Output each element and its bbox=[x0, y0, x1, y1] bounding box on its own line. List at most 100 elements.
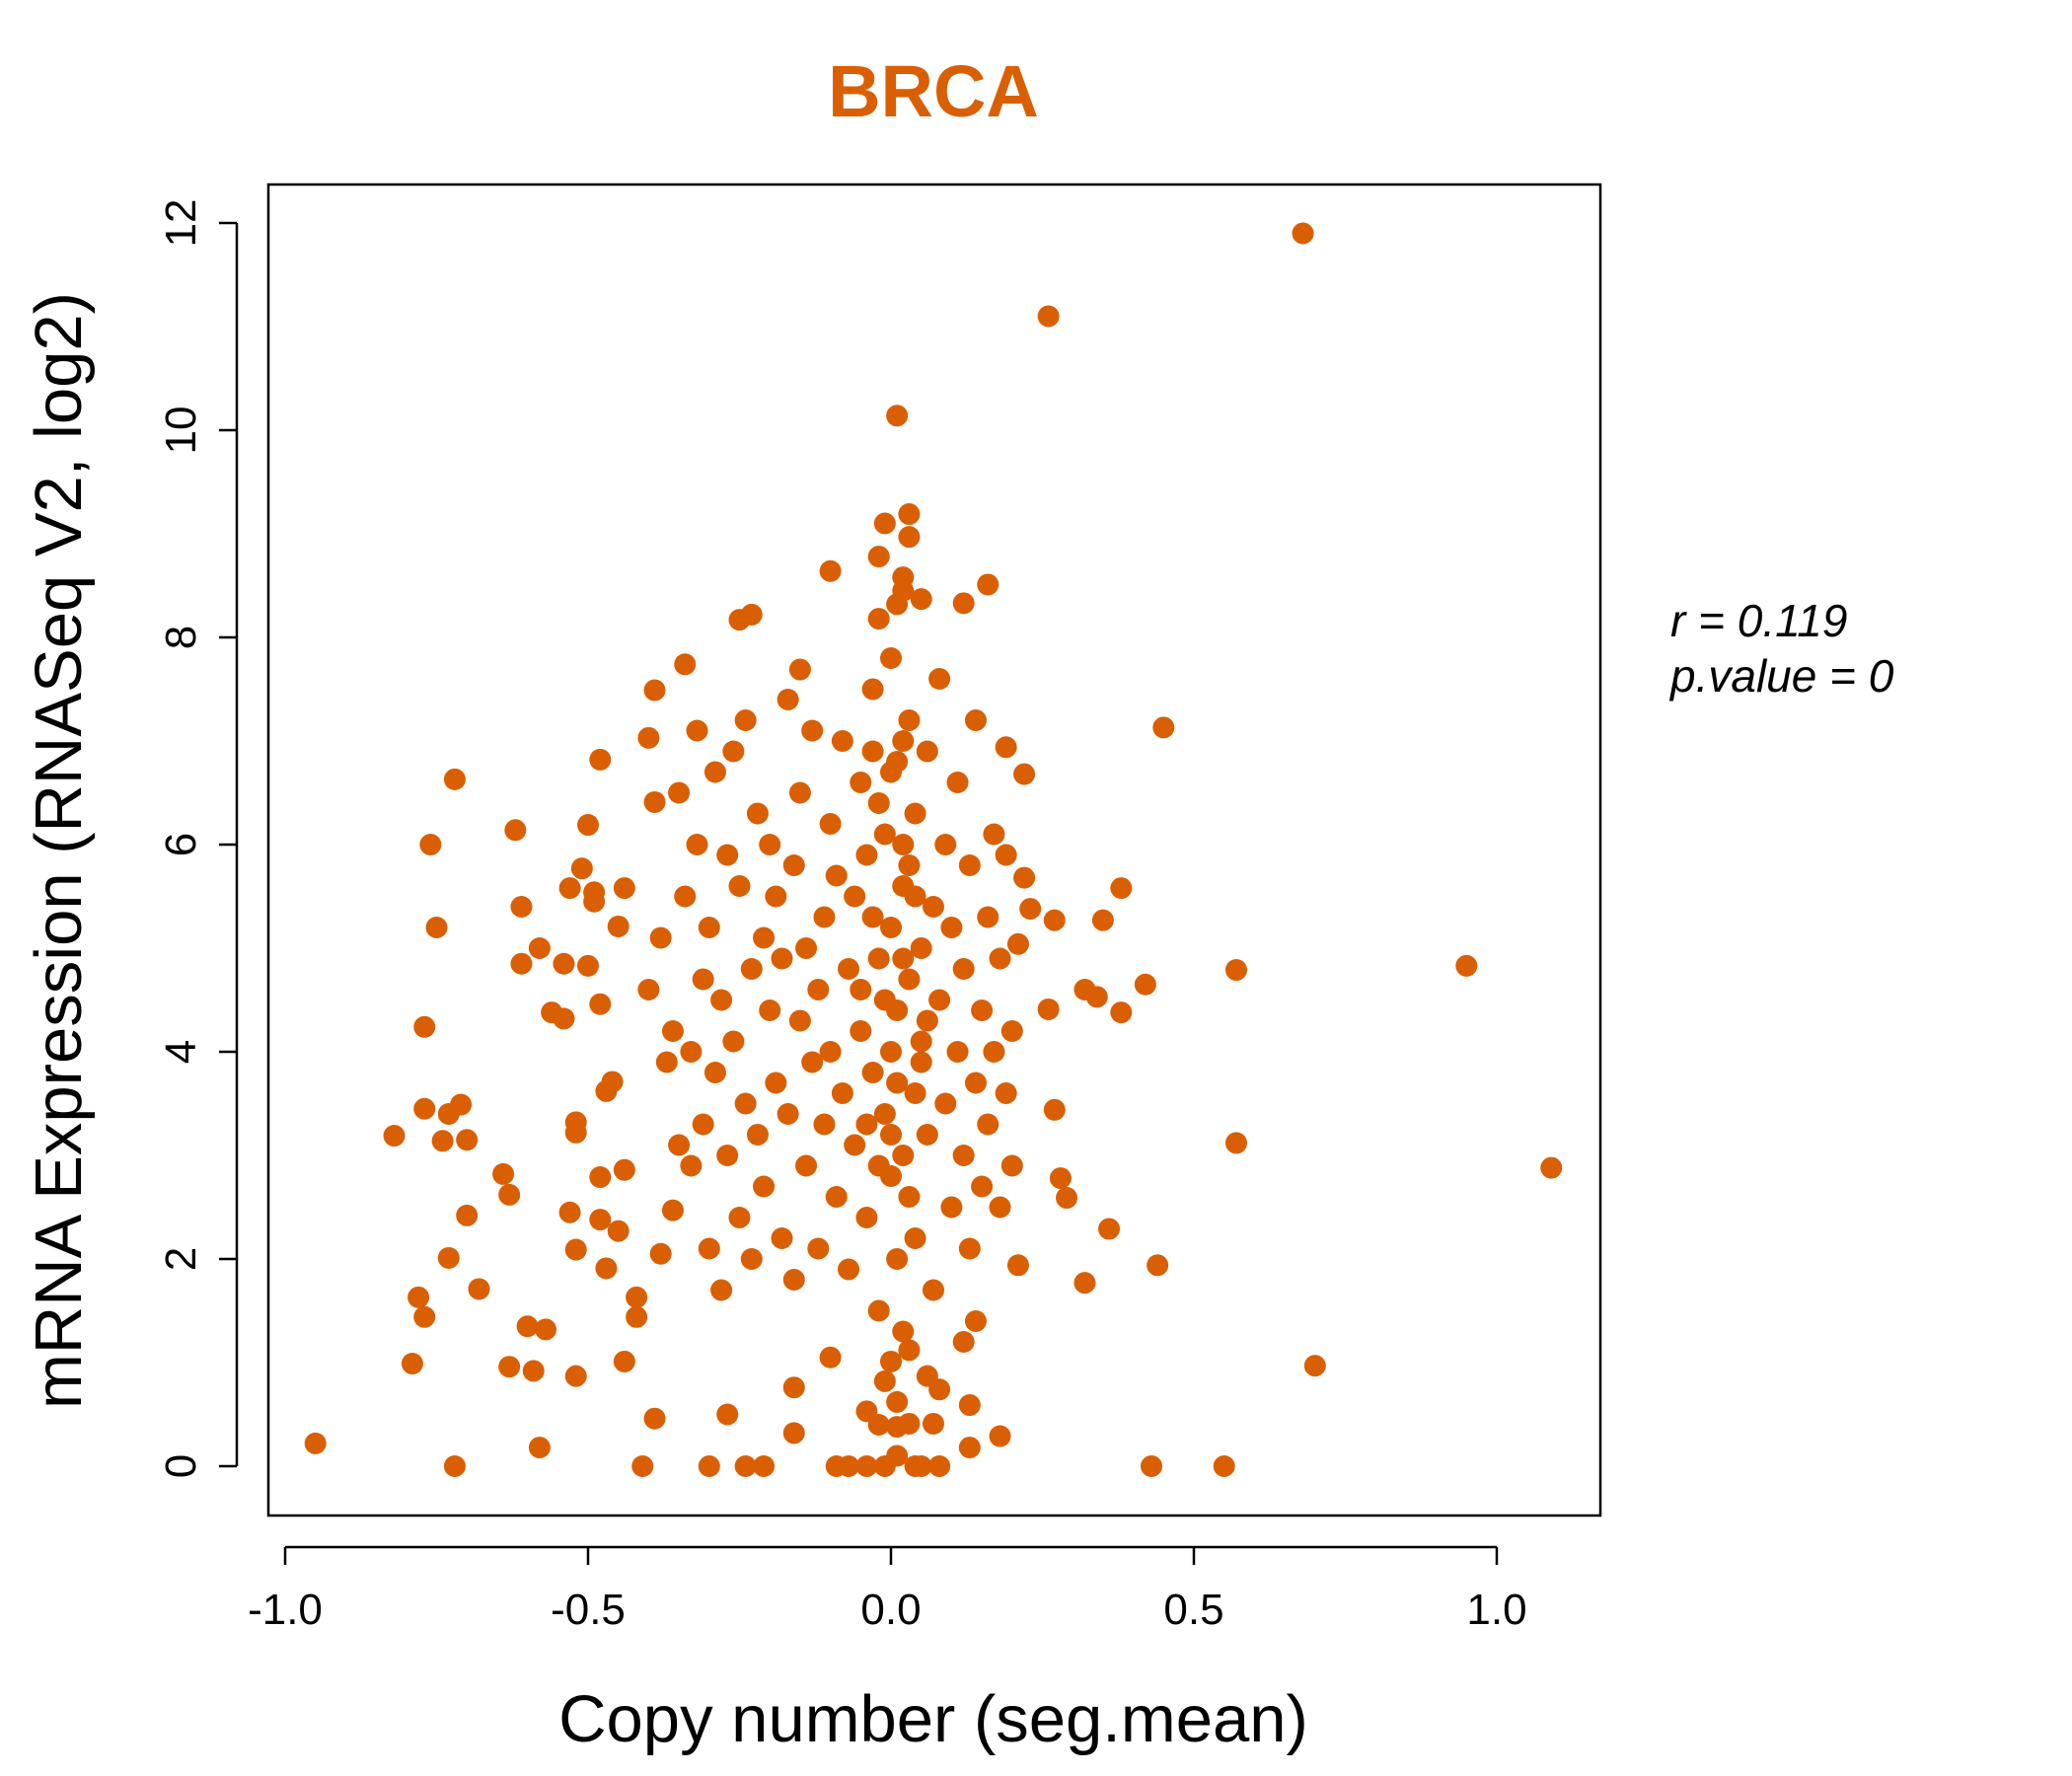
data-point bbox=[977, 906, 999, 928]
data-point bbox=[898, 968, 921, 991]
data-point bbox=[838, 1258, 860, 1281]
data-point bbox=[983, 823, 1005, 846]
data-point bbox=[952, 1331, 975, 1353]
data-point bbox=[880, 917, 902, 938]
data-point bbox=[782, 1376, 805, 1399]
data-point bbox=[867, 947, 890, 970]
data-point bbox=[916, 740, 938, 763]
data-point bbox=[886, 1444, 909, 1467]
data-point bbox=[777, 1103, 799, 1125]
data-point bbox=[1134, 973, 1156, 996]
data-point bbox=[607, 1220, 629, 1242]
data-point bbox=[1037, 998, 1060, 1020]
data-point bbox=[407, 1286, 430, 1308]
data-point bbox=[886, 1390, 909, 1413]
data-point bbox=[855, 1113, 878, 1136]
data-point bbox=[910, 1030, 932, 1053]
data-point bbox=[1073, 979, 1096, 1000]
data-point bbox=[880, 647, 902, 669]
data-point bbox=[746, 1124, 769, 1146]
data-point bbox=[437, 1246, 460, 1269]
data-point bbox=[782, 1422, 805, 1444]
data-point bbox=[813, 1113, 836, 1136]
data-point bbox=[940, 917, 963, 938]
data-point bbox=[831, 1082, 853, 1104]
data-point bbox=[698, 1455, 720, 1477]
data-point bbox=[795, 937, 818, 959]
points-layer bbox=[304, 222, 1563, 1477]
data-point bbox=[873, 989, 896, 1011]
data-point bbox=[892, 947, 915, 970]
data-point bbox=[577, 814, 599, 837]
data-point bbox=[510, 896, 533, 918]
y-tick-label: 6 bbox=[157, 833, 205, 856]
data-point bbox=[850, 772, 872, 793]
data-point bbox=[1213, 1455, 1235, 1477]
data-point bbox=[952, 592, 975, 615]
data-point bbox=[855, 1207, 878, 1228]
data-point bbox=[928, 989, 951, 1011]
data-point bbox=[734, 1455, 757, 1477]
data-point bbox=[910, 937, 932, 959]
data-point bbox=[916, 1009, 938, 1032]
data-point bbox=[413, 1097, 436, 1120]
data-point bbox=[468, 1278, 490, 1300]
data-point bbox=[1037, 305, 1060, 328]
data-point bbox=[886, 1248, 909, 1270]
data-point bbox=[1013, 866, 1036, 889]
y-tick-label: 12 bbox=[157, 199, 205, 248]
data-point bbox=[740, 603, 763, 626]
data-point bbox=[589, 993, 612, 1015]
data-point bbox=[819, 1346, 842, 1369]
x-tick-label: 1.0 bbox=[1466, 1586, 1526, 1634]
data-point bbox=[886, 1416, 909, 1439]
data-point bbox=[1147, 1254, 1169, 1277]
data-point bbox=[855, 1400, 878, 1423]
data-point bbox=[734, 1092, 757, 1115]
y-tick-label: 0 bbox=[157, 1454, 205, 1478]
x-axis-label: Copy number (seg.mean) bbox=[558, 1682, 1308, 1756]
data-point bbox=[904, 1227, 926, 1249]
data-point bbox=[1540, 1156, 1563, 1179]
data-point bbox=[443, 768, 466, 790]
data-point bbox=[880, 761, 902, 783]
data-point bbox=[971, 999, 994, 1021]
data-point bbox=[1292, 222, 1314, 245]
data-point bbox=[946, 772, 969, 793]
data-point bbox=[456, 1129, 479, 1151]
data-point bbox=[995, 844, 1017, 866]
data-point bbox=[977, 1113, 999, 1136]
data-point bbox=[1224, 959, 1247, 982]
data-point bbox=[643, 679, 666, 702]
data-point bbox=[1019, 898, 1042, 921]
data-point bbox=[716, 1403, 739, 1426]
data-point bbox=[601, 1071, 624, 1093]
data-point bbox=[844, 885, 866, 908]
data-point bbox=[807, 1237, 830, 1260]
data-point bbox=[771, 1227, 793, 1249]
data-point bbox=[983, 1041, 1005, 1063]
data-point bbox=[419, 834, 442, 855]
data-point bbox=[710, 989, 733, 1011]
data-point bbox=[383, 1125, 406, 1147]
data-point bbox=[825, 864, 848, 887]
data-point bbox=[867, 608, 890, 630]
data-point bbox=[838, 1455, 860, 1477]
data-point bbox=[910, 1455, 932, 1477]
data-point bbox=[964, 1072, 987, 1094]
data-point bbox=[686, 719, 708, 742]
data-point bbox=[801, 719, 824, 742]
data-point bbox=[692, 1113, 714, 1136]
data-point bbox=[922, 1412, 944, 1435]
data-point bbox=[413, 1015, 436, 1038]
x-tick-label: 0.5 bbox=[1163, 1586, 1223, 1634]
data-point bbox=[771, 947, 793, 970]
data-point bbox=[971, 1175, 994, 1198]
y-tick-label: 4 bbox=[157, 1040, 205, 1064]
data-point bbox=[788, 658, 811, 681]
data-point bbox=[1110, 877, 1133, 900]
data-point bbox=[528, 1437, 551, 1459]
data-point bbox=[1110, 1001, 1133, 1024]
data-point bbox=[801, 1051, 824, 1073]
